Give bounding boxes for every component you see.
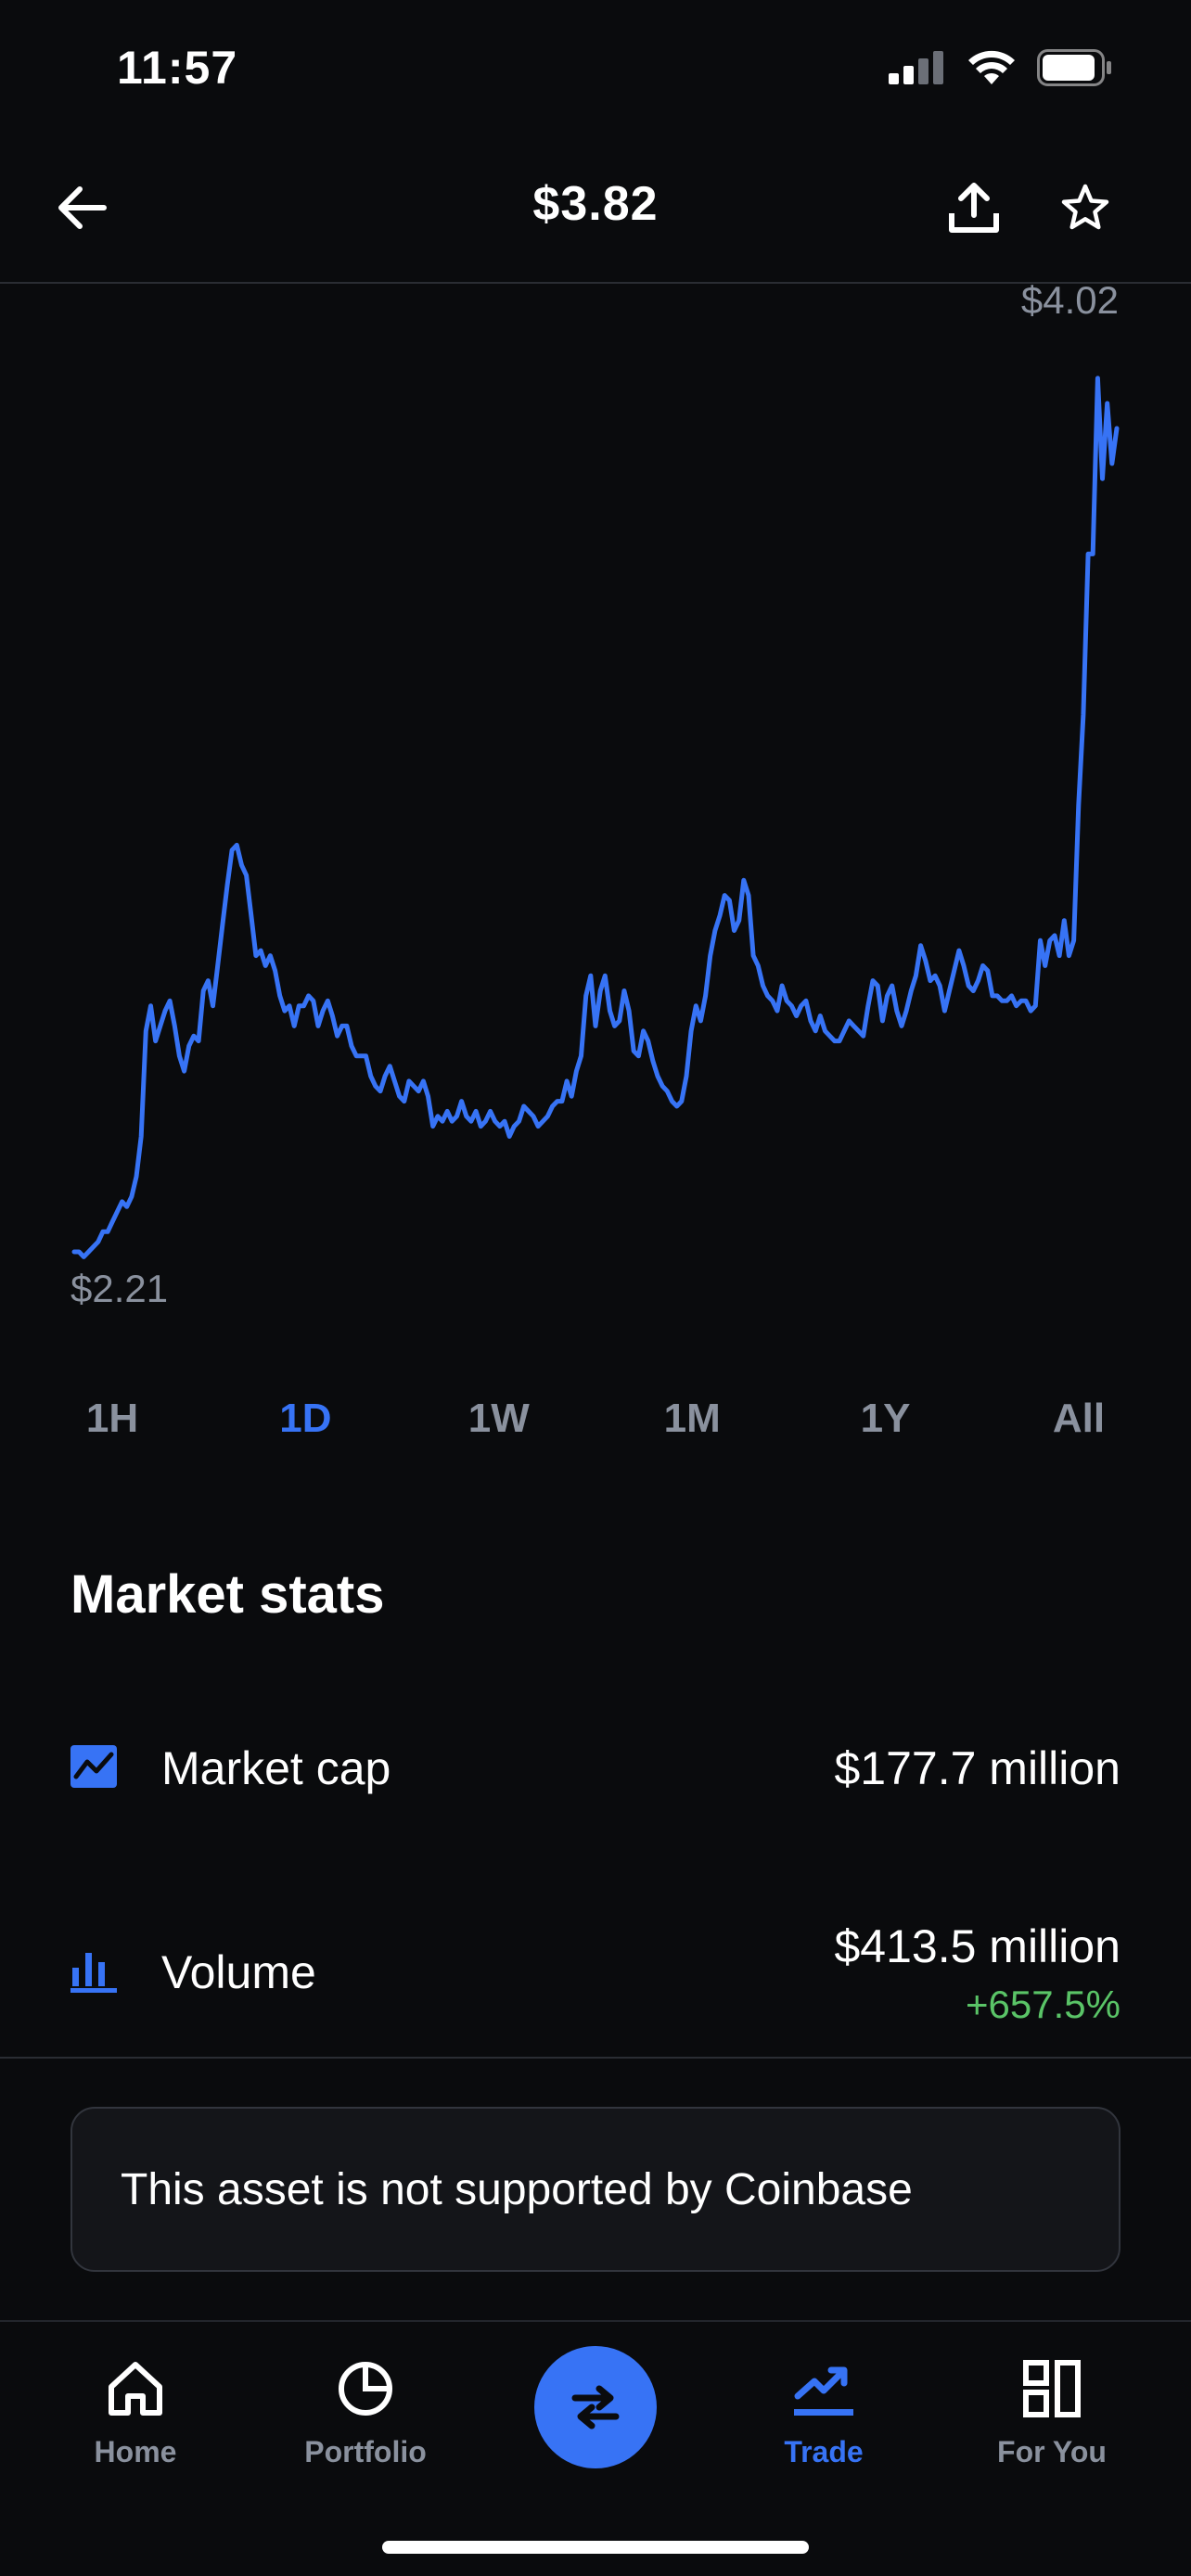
range-1m[interactable]: 1M bbox=[663, 1396, 721, 1441]
asset-header: $3.82 bbox=[0, 148, 1191, 284]
nav-portfolio-label: Portfolio bbox=[304, 2435, 427, 2468]
trade-action-button[interactable] bbox=[534, 2346, 657, 2468]
range-1w[interactable]: 1W bbox=[467, 1396, 530, 1441]
range-1y[interactable]: 1Y bbox=[860, 1396, 911, 1441]
volume-value: $413.5 million bbox=[834, 1920, 1121, 1972]
status-icons bbox=[889, 46, 1113, 89]
market-cap-row: Market cap $177.7 million bbox=[0, 1734, 1191, 1799]
volume-row: Volume $413.5 million +657.5% bbox=[0, 1919, 1191, 2031]
section-divider bbox=[0, 2057, 1191, 2059]
status-time: 11:57 bbox=[117, 42, 238, 94]
market-cap-chart-icon bbox=[70, 1745, 117, 1788]
signal-icon bbox=[889, 51, 943, 84]
nav-portfolio[interactable]: Portfolio bbox=[273, 2359, 458, 2498]
volume-bars-icon bbox=[70, 1953, 117, 1993]
share-button[interactable] bbox=[944, 176, 1004, 239]
range-1h[interactable]: 1H bbox=[85, 1396, 139, 1441]
home-indicator bbox=[382, 2541, 809, 2554]
back-button[interactable] bbox=[52, 178, 111, 237]
volume-label: Volume bbox=[161, 1946, 316, 1998]
chart-low-label: $2.21 bbox=[70, 1267, 169, 1310]
share-icon bbox=[949, 183, 999, 233]
nav-trade-label: Trade bbox=[784, 2435, 864, 2468]
bottom-nav: Home Portfolio Trade For You bbox=[0, 2320, 1191, 2576]
watchlist-star-button[interactable] bbox=[1056, 178, 1115, 237]
nav-trade[interactable]: Trade bbox=[731, 2359, 916, 2498]
header-price: $3.82 bbox=[532, 177, 659, 231]
for-you-grid-icon bbox=[1023, 2360, 1081, 2417]
chart-high-label: $4.02 bbox=[1020, 278, 1119, 322]
nav-for-you-label: For You bbox=[997, 2435, 1107, 2468]
market-cap-value: $177.7 million bbox=[834, 1742, 1121, 1794]
battery-icon bbox=[1037, 49, 1111, 86]
nav-home-label: Home bbox=[94, 2435, 177, 2468]
nav-for-you[interactable]: For You bbox=[959, 2359, 1145, 2498]
star-icon bbox=[1061, 184, 1109, 230]
range-1d[interactable]: 1D bbox=[279, 1396, 332, 1441]
price-line bbox=[71, 376, 1120, 1259]
back-arrow-icon bbox=[58, 186, 107, 229]
unsupported-asset-notice: This asset is not supported by Coinbase bbox=[70, 2107, 1121, 2272]
swap-arrows-icon bbox=[571, 2385, 620, 2429]
range-all[interactable]: All bbox=[1052, 1396, 1106, 1441]
price-chart[interactable] bbox=[0, 284, 1191, 1345]
home-icon bbox=[109, 2362, 162, 2416]
wifi-icon bbox=[968, 50, 1015, 84]
time-range-selector: 1H 1D 1W 1M 1Y All bbox=[52, 1385, 1139, 1452]
market-stats-title: Market stats bbox=[70, 1564, 385, 1625]
price-chart-svg bbox=[71, 376, 1120, 1259]
volume-change: +657.5% bbox=[966, 1983, 1121, 2026]
portfolio-pie-icon bbox=[339, 2362, 392, 2416]
nav-home[interactable]: Home bbox=[43, 2359, 228, 2498]
trade-trend-icon bbox=[794, 2366, 853, 2416]
market-cap-label: Market cap bbox=[161, 1742, 391, 1794]
